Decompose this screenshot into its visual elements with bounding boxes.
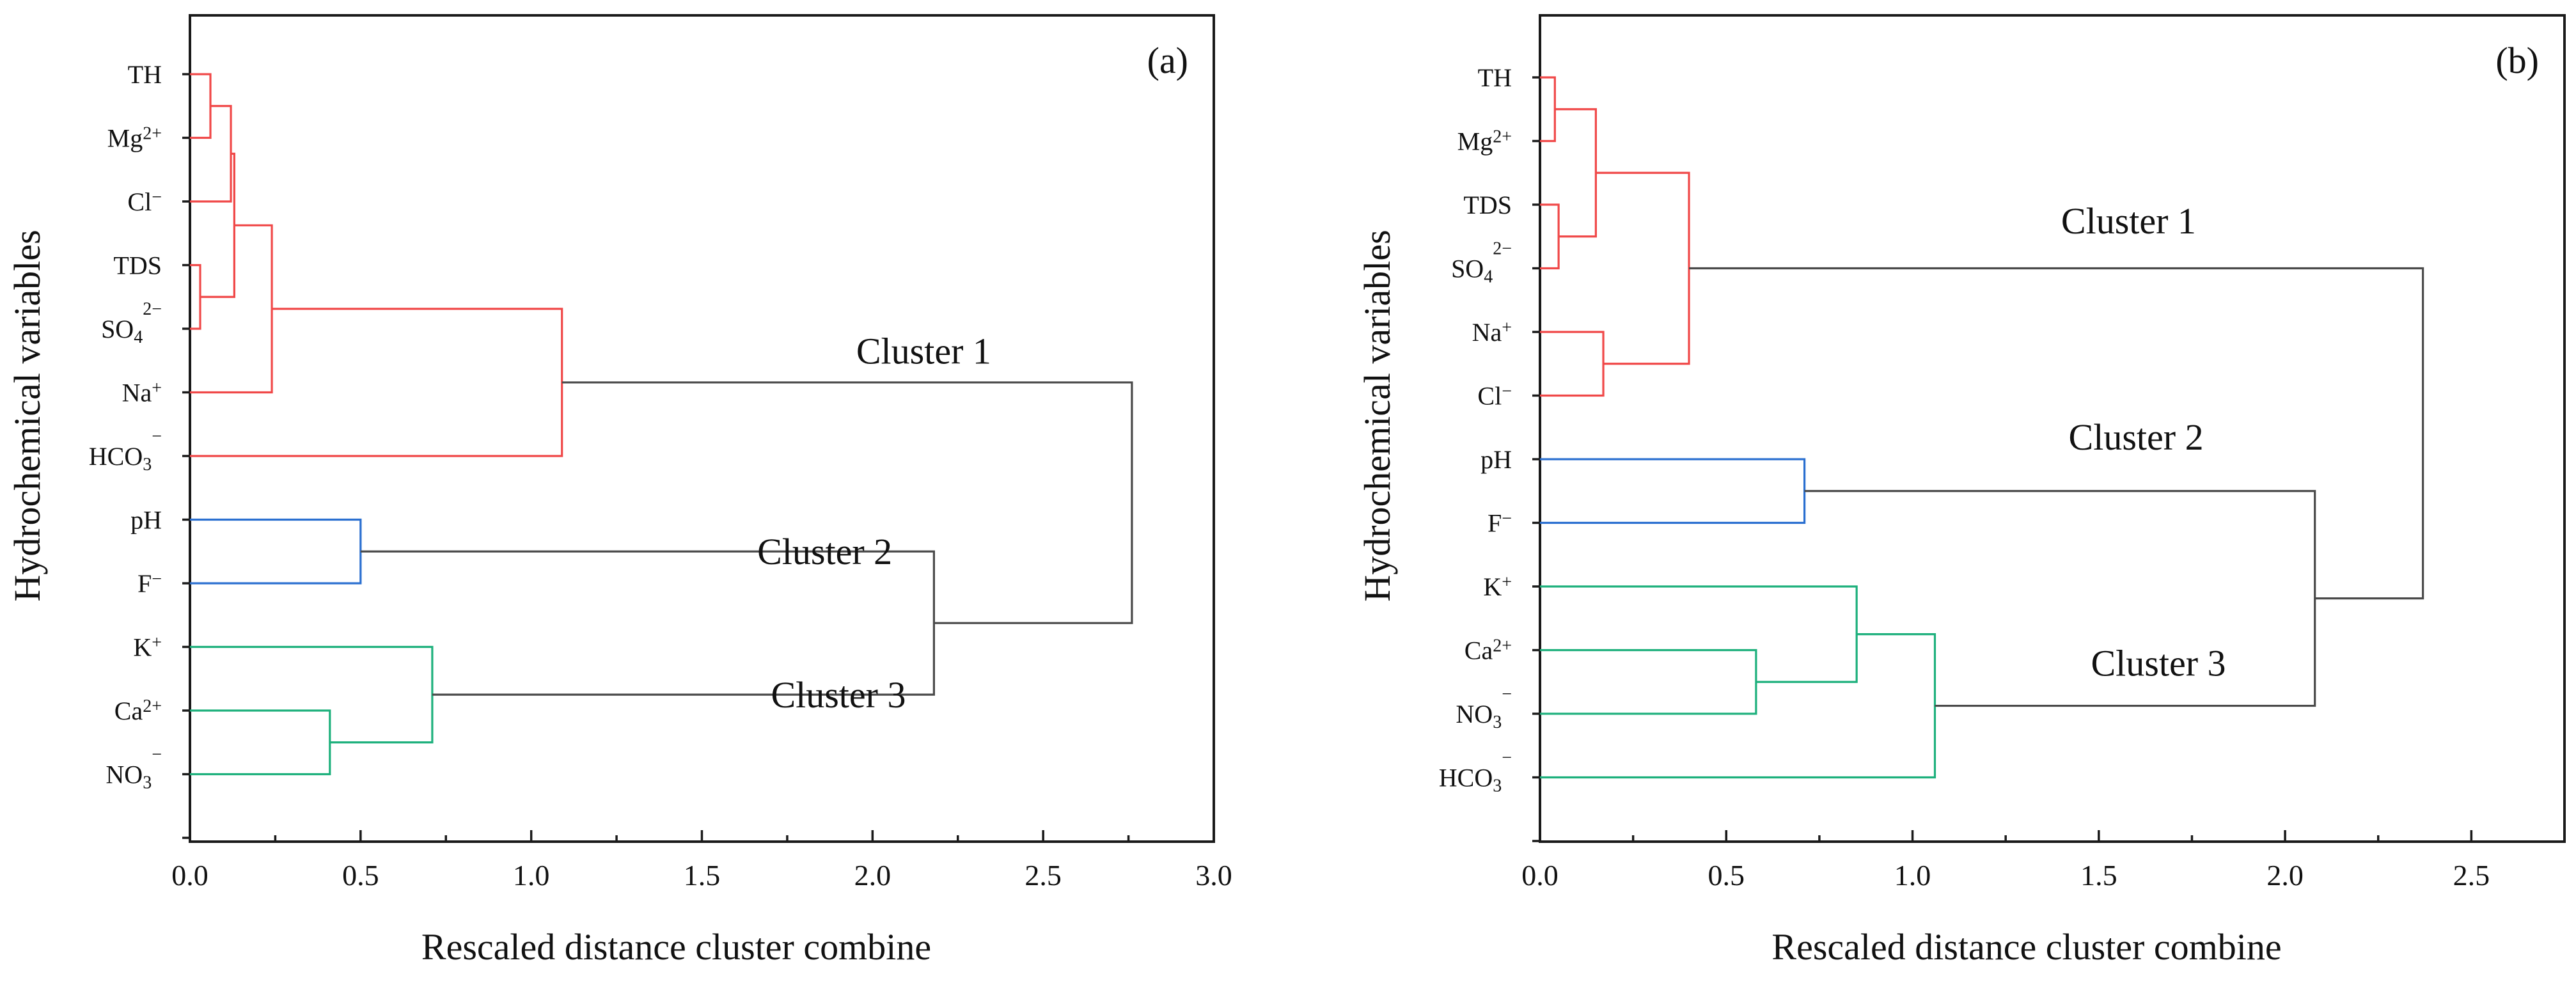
x-tick-label: 2.0 xyxy=(2266,859,2304,892)
leaf-label: NO3−​ xyxy=(1456,684,1512,732)
dendrogram-link xyxy=(190,518,362,585)
cluster-label: Cluster 1 xyxy=(2061,200,2196,242)
leaf-label: Ca2+ xyxy=(114,696,162,725)
dendrogram-link xyxy=(190,645,434,744)
x-tick-label: 2.5 xyxy=(2453,859,2490,892)
panel-b: 0.0 0.5 1.0 1.5 2.0 2.5 TH Mg2+ TDS SO42−​ Na+ Cl− p… xyxy=(1356,14,2566,968)
dendrogram-link xyxy=(1540,649,1757,715)
leaf-label: F− xyxy=(137,569,162,598)
dendrogram-link xyxy=(1596,171,1690,365)
cluster-label: Cluster 3 xyxy=(771,674,906,716)
leaf-label: NO3−​ xyxy=(106,745,162,793)
leaf-label: HCO3−​ xyxy=(89,427,162,475)
x-axis-label: Rescaled distance cluster combine xyxy=(421,926,931,968)
dendrogram-link xyxy=(190,263,201,330)
dendrogram-link xyxy=(360,550,935,696)
panel-label: (b) xyxy=(2495,40,2539,81)
x-tick-label: 1.5 xyxy=(684,859,721,892)
x-tick-label: 1.0 xyxy=(1894,859,1931,892)
dendrogram-link xyxy=(190,224,273,394)
x-tick-label: 2.0 xyxy=(854,859,891,892)
cluster-label: Cluster 1 xyxy=(856,331,991,372)
dendrogram-link xyxy=(190,73,212,139)
dendrogram-link xyxy=(1555,108,1597,238)
leaf-label: pH xyxy=(1480,445,1512,474)
cluster-label: Cluster 3 xyxy=(2091,642,2226,684)
cluster-label: Cluster 2 xyxy=(757,531,892,572)
leaf-label: F− xyxy=(1488,509,1512,538)
leaf-label: K+ xyxy=(1483,572,1512,601)
x-tick-label: 0.0 xyxy=(1521,859,1559,892)
y-axis-label: Hydrochemical variables xyxy=(6,230,48,601)
dendrogram-link xyxy=(562,381,1133,624)
leaf-label: Mg2+ xyxy=(107,124,162,153)
x-tick-label: 1.0 xyxy=(513,859,550,892)
dendrogram-link xyxy=(1540,76,1556,143)
leaf-label: SO42−​ xyxy=(1451,239,1512,287)
dendrogram-link xyxy=(200,152,235,298)
leaf-label: TDS xyxy=(1463,191,1512,219)
leaf-label: Na+ xyxy=(122,379,162,407)
leaf-label: pH xyxy=(130,506,162,535)
leaf-label: SO42−​ xyxy=(101,299,162,347)
dendrogram-link xyxy=(1540,585,1858,683)
leaf-label: TH xyxy=(1478,63,1512,92)
x-tick-label: 0.5 xyxy=(1708,859,1745,892)
leaf-label: TDS xyxy=(113,251,162,280)
plot-frame xyxy=(1539,14,2566,843)
y-axis-label: Hydrochemical variables xyxy=(1356,230,1398,601)
x-tick-label: 2.5 xyxy=(1025,859,1062,892)
dendrogram-link xyxy=(190,709,331,776)
x-axis-label: Rescaled distance cluster combine xyxy=(1771,926,2281,968)
dendrogram-link xyxy=(1689,267,2424,600)
leaf-label: TH xyxy=(128,60,162,89)
dendrogram-link xyxy=(1540,331,1605,397)
x-tick-label: 1.5 xyxy=(2080,859,2117,892)
leaf-label: HCO3−​ xyxy=(1439,748,1512,796)
dendrogram-link xyxy=(1540,458,1806,524)
dendrogram-link xyxy=(1540,633,1936,779)
dendrogram-link xyxy=(190,308,563,457)
dendrogram-link xyxy=(1804,490,2316,707)
leaf-label: Cl− xyxy=(127,187,162,216)
cluster-label: Cluster 2 xyxy=(2069,416,2204,458)
x-tick-label: 3.0 xyxy=(1195,859,1232,892)
leaf-label: Cl− xyxy=(1477,382,1512,411)
panel-a: 0.0 0.5 1.0 1.5 2.0 2.5 3.0 TH Mg2+ Cl− TDS SO42−​ N… xyxy=(6,14,1232,968)
leaf-label: Ca2+ xyxy=(1465,636,1512,665)
leaf-label: K+ xyxy=(133,633,162,662)
leaf-label: Mg2+ xyxy=(1457,127,1512,156)
panel-label: (a) xyxy=(1147,40,1188,81)
plot-frame xyxy=(189,14,1215,843)
leaf-label: Na+ xyxy=(1472,318,1512,347)
dendrogram-link xyxy=(1540,203,1560,270)
x-tick-label: 0.0 xyxy=(171,859,208,892)
x-tick-label: 0.5 xyxy=(342,859,379,892)
